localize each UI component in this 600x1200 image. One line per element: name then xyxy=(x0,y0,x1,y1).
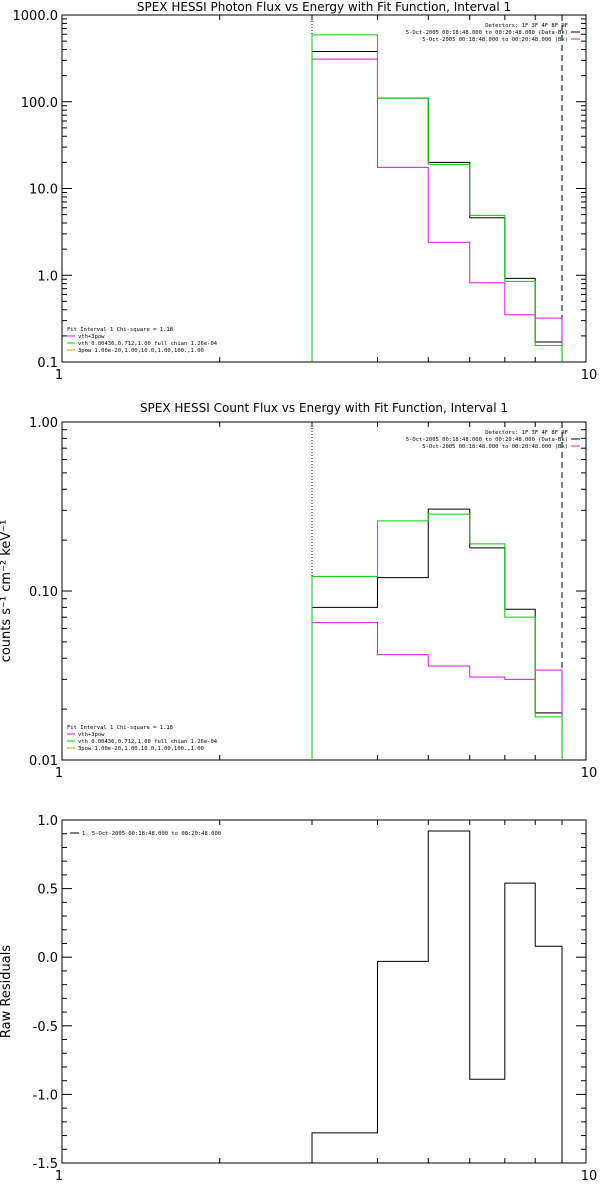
y-axis-label: counts s⁻¹ cm⁻² keV⁻¹ xyxy=(0,520,14,663)
y-tick-label: 0.10 xyxy=(29,585,58,600)
legend-bottom-entry: 3pow 1.00e-20,1.00,10.0,1.00,100.,1.00 xyxy=(78,348,204,354)
x-tick-label: 10 xyxy=(581,368,598,383)
x-tick-label: 1 xyxy=(55,766,63,781)
histogram-series-2 xyxy=(311,622,563,760)
chart-panel-2: SPEX HESSI Count Flux vs Energy with Fit… xyxy=(0,401,597,781)
plot-frame xyxy=(61,421,587,761)
y-tick-label: 10.0 xyxy=(29,183,58,198)
legend-top-entry: Detectors: 1F 3F 4F 8F 9F xyxy=(485,23,568,29)
histogram-series-2 xyxy=(311,58,563,362)
chart-title: SPEX HESSI Count Flux vs Energy with Fit… xyxy=(140,401,508,415)
y-tick-label: 0.5 xyxy=(37,883,58,898)
y-tick-label: 0.0 xyxy=(37,951,58,966)
y-tick-label: 100.0 xyxy=(21,96,58,111)
x-tick-label: 10 xyxy=(581,766,598,781)
y-tick-label: -1.5 xyxy=(33,1157,58,1172)
legend-top-entry: 5-Oct-2005 00:18:48.000 to 00:20:48.000 … xyxy=(422,37,568,43)
histogram-series-1 xyxy=(311,508,563,760)
y-axis-label: Raw Residuals xyxy=(0,945,14,1038)
y-tick-label: -0.5 xyxy=(33,1020,58,1035)
legend-bottom-entry: Fit Interval 1 Chi-square = 1.18 xyxy=(67,725,173,731)
legend-bottom-entry: vth+3pow xyxy=(78,334,105,340)
x-tick-label: 1 xyxy=(55,1169,63,1184)
y-tick-label: 0.01 xyxy=(29,754,58,769)
legend-top-entry: 5-Oct-2005 00:18:48.000 to 00:20:48.000 … xyxy=(406,437,568,443)
y-tick-label: 1.0 xyxy=(37,269,58,284)
y-tick-label: 1.00 xyxy=(29,416,58,431)
plot-frame xyxy=(61,14,587,363)
legend-top-entry: 5-Oct-2005 00:18:48.000 to 00:20:48.000 … xyxy=(406,30,568,36)
legend-bottom-entry: Fit Interval 1 Chi-square = 1.18 xyxy=(67,327,173,333)
x-tick-label: 10 xyxy=(581,1169,598,1184)
legend-entry: 1. 5-Oct-2005 00:18:48.000 to 00:20:48.0… xyxy=(82,831,221,837)
histogram-series-1 xyxy=(311,50,563,362)
histogram-series-1 xyxy=(311,830,563,1163)
y-tick-label: 1000.0 xyxy=(13,9,59,24)
chart-panel-3: Raw Residuals 1 10 -1.5 -1.0 -0.5 0.0 0.5 1.0 1. … xyxy=(0,814,597,1184)
y-tick-label: 0.1 xyxy=(37,356,58,371)
legend-bottom-entry: vth+3pow xyxy=(78,732,105,738)
chart-panel-1: SPEX HESSI Photon Flux vs Energy with Fi… xyxy=(13,0,598,383)
y-tick-label: -1.0 xyxy=(33,1088,58,1103)
legend-bottom-entry: 3pow 1.00e-20,1.00,10.0,1.00,100.,1.00 xyxy=(78,746,204,752)
x-tick-label: 1 xyxy=(55,368,63,383)
legend-top-entry: 5-Oct-2005 00:18:48.000 to 00:20:48.000 … xyxy=(422,444,568,450)
histogram-series-3 xyxy=(311,34,563,362)
histogram-series-3 xyxy=(311,513,563,760)
legend-bottom-entry: vth 0.00436,0.712,1.00 full chian 1.26e-… xyxy=(78,341,218,347)
legend-bottom-entry: vth 0.00436,0.712,1.00 full chian 1.26e-… xyxy=(78,739,218,745)
legend-top-entry: Detectors: 1F 3F 4F 8F 9F xyxy=(485,430,568,436)
y-tick-label: 1.0 xyxy=(37,814,58,829)
plot-frame xyxy=(61,819,587,1164)
chart-title: SPEX HESSI Photon Flux vs Energy with Fi… xyxy=(137,0,511,14)
